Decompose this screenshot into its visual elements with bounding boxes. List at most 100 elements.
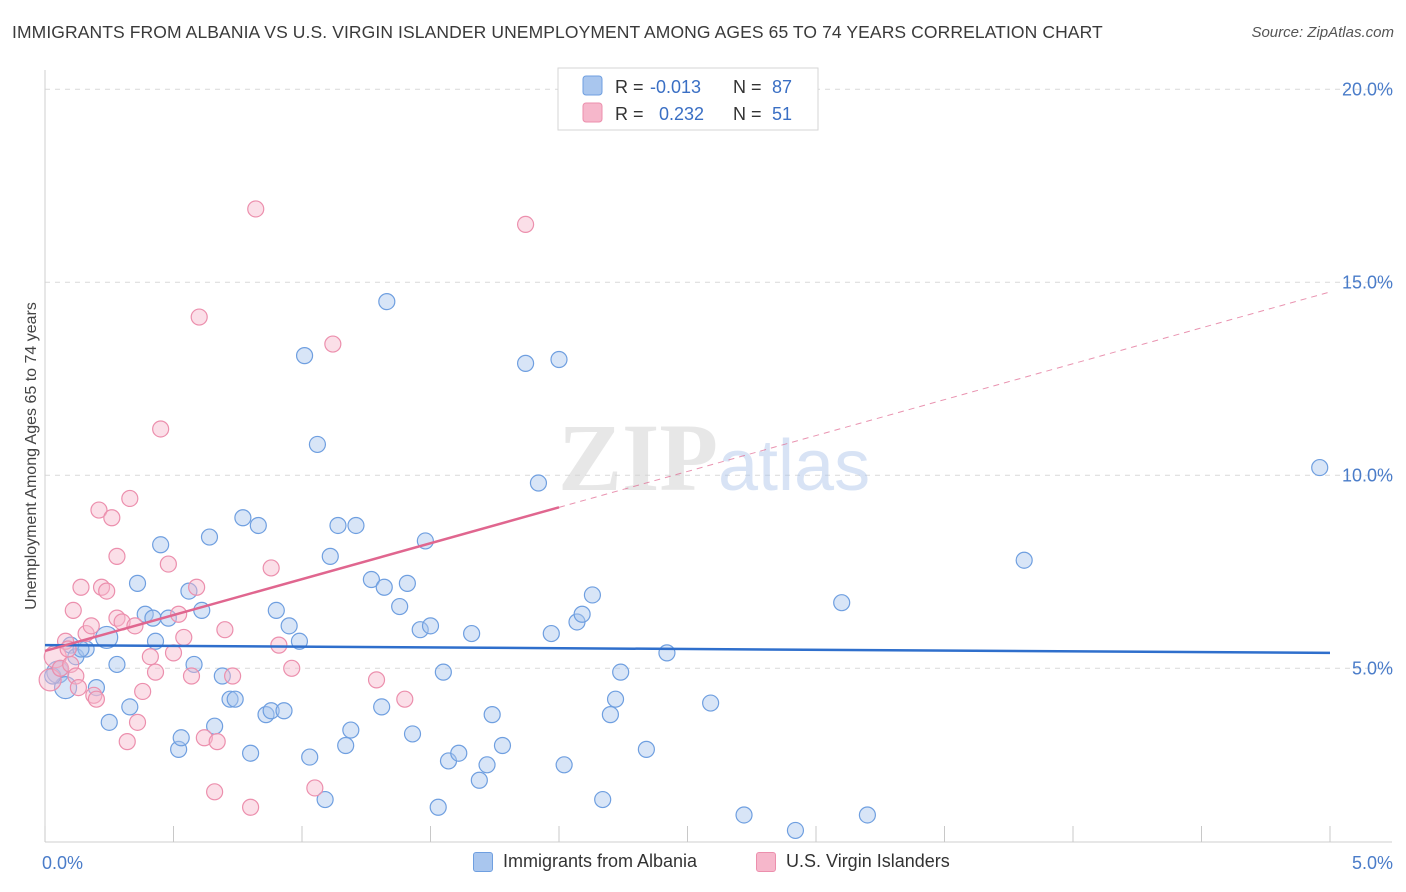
- point-virgin-islanders: [64, 601, 82, 620]
- watermark-atlas: atlas: [718, 426, 870, 506]
- point-albania: [337, 736, 355, 755]
- legend-swatch-albania: [473, 851, 493, 872]
- point-virgin-islanders: [159, 555, 177, 573]
- chart-source: Source: ZipAtlas.com: [1251, 24, 1394, 41]
- legend-r-label-1: R =: [615, 77, 644, 97]
- point-virgin-islanders: [121, 489, 139, 508]
- point-albania: [100, 713, 118, 731]
- point-albania: [221, 690, 239, 708]
- point-albania: [280, 617, 298, 635]
- point-albania: [242, 744, 260, 762]
- point-virgin-islanders: [242, 798, 260, 816]
- point-virgin-islanders: [134, 682, 152, 701]
- point-albania: [329, 516, 347, 535]
- point-albania: [321, 547, 339, 565]
- point-albania: [1311, 458, 1329, 477]
- point-albania: [308, 435, 327, 454]
- point-albania: [833, 594, 851, 612]
- legend-n-label-2: N =: [733, 104, 762, 124]
- legend-swatch-blue: [582, 75, 603, 96]
- point-virgin-islanders: [141, 648, 159, 666]
- point-albania: [172, 729, 190, 747]
- point-albania: [180, 582, 198, 600]
- trend-line-virgin-islanders-projection: [558, 291, 1331, 508]
- point-albania: [121, 698, 139, 716]
- point-albania: [542, 624, 560, 643]
- labels-layer: 5.0% 10.0% 15.0% 20.0% 0.0% 5.0%: [42, 79, 1393, 873]
- point-albania: [1015, 551, 1033, 569]
- point-virgin-islanders: [118, 733, 136, 751]
- point-albania: [152, 536, 170, 554]
- trend-layer: [44, 291, 1331, 655]
- legend-bottom: Immigrants from Albania U.S. Virgin Isla…: [0, 851, 1406, 877]
- point-albania: [463, 624, 481, 643]
- point-virgin-islanders: [247, 200, 265, 218]
- point-albania: [529, 474, 548, 492]
- point-albania: [262, 702, 280, 720]
- point-albania: [275, 702, 293, 720]
- point-albania: [612, 663, 630, 681]
- point-albania: [421, 617, 440, 635]
- legend-r-value-2: 0.232: [659, 104, 704, 124]
- point-albania: [470, 771, 488, 789]
- y-tick-label: 20.0%: [1342, 79, 1393, 99]
- point-virgin-islanders: [146, 663, 165, 681]
- legend-item-albania: Immigrants from Albania: [473, 851, 697, 872]
- points-layer: [38, 200, 1329, 840]
- point-albania: [378, 293, 396, 311]
- point-albania: [362, 570, 380, 589]
- point-albania: [735, 806, 753, 824]
- point-virgin-islanders: [306, 779, 324, 797]
- grid-layer: [45, 88, 1392, 669]
- point-albania: [249, 516, 267, 535]
- trend-line-albania: [44, 643, 1331, 655]
- point-albania: [200, 528, 219, 546]
- legend-r-value-1: -0.013: [650, 77, 701, 97]
- point-albania: [391, 597, 409, 616]
- point-virgin-islanders: [324, 335, 342, 353]
- point-virgin-islanders: [175, 628, 193, 647]
- legend-top: R = -0.013 N = 87 R = 0.232 N = 51: [557, 67, 819, 131]
- point-albania: [434, 663, 452, 681]
- point-albania: [342, 721, 360, 739]
- legend-r-label-2: R =: [615, 104, 644, 124]
- point-albania: [594, 790, 612, 809]
- point-albania: [316, 790, 334, 809]
- point-virgin-islanders: [182, 667, 201, 685]
- point-albania: [786, 821, 805, 840]
- y-axis-title: Unemployment Among Ages 65 to 74 years: [23, 302, 40, 610]
- y-tick-label: 15.0%: [1342, 272, 1393, 292]
- point-albania: [483, 706, 501, 724]
- point-virgin-islanders: [103, 509, 121, 527]
- point-virgin-islanders: [367, 671, 386, 689]
- point-virgin-islanders: [51, 659, 70, 677]
- watermark: ZIP atlas: [558, 404, 870, 511]
- point-virgin-islanders: [82, 617, 100, 635]
- watermark-zip: ZIP: [558, 404, 718, 511]
- point-albania: [373, 698, 391, 716]
- point-virgin-islanders: [164, 644, 183, 662]
- y-tick-label: 5.0%: [1352, 658, 1393, 678]
- point-virgin-islanders: [262, 559, 280, 577]
- point-virgin-islanders: [90, 501, 108, 519]
- legend-n-value-2: 51: [772, 104, 792, 124]
- point-virgin-islanders: [208, 733, 226, 751]
- point-virgin-islanders: [108, 547, 126, 565]
- point-virgin-islanders: [283, 659, 301, 677]
- point-virgin-islanders: [195, 729, 213, 747]
- point-albania: [573, 605, 591, 623]
- legend-swatch-pink: [582, 102, 603, 123]
- point-albania: [267, 601, 285, 620]
- point-albania: [108, 655, 126, 674]
- point-albania: [398, 574, 416, 592]
- point-virgin-islanders: [87, 690, 106, 708]
- point-albania: [347, 516, 365, 535]
- legend-n-label-1: N =: [733, 77, 762, 97]
- trend-line-virgin-islanders: [44, 506, 560, 653]
- point-albania: [403, 725, 422, 743]
- legend-label-albania: Immigrants from Albania: [503, 851, 698, 871]
- point-albania: [429, 798, 447, 816]
- point-albania: [478, 756, 496, 774]
- point-albania: [550, 350, 568, 369]
